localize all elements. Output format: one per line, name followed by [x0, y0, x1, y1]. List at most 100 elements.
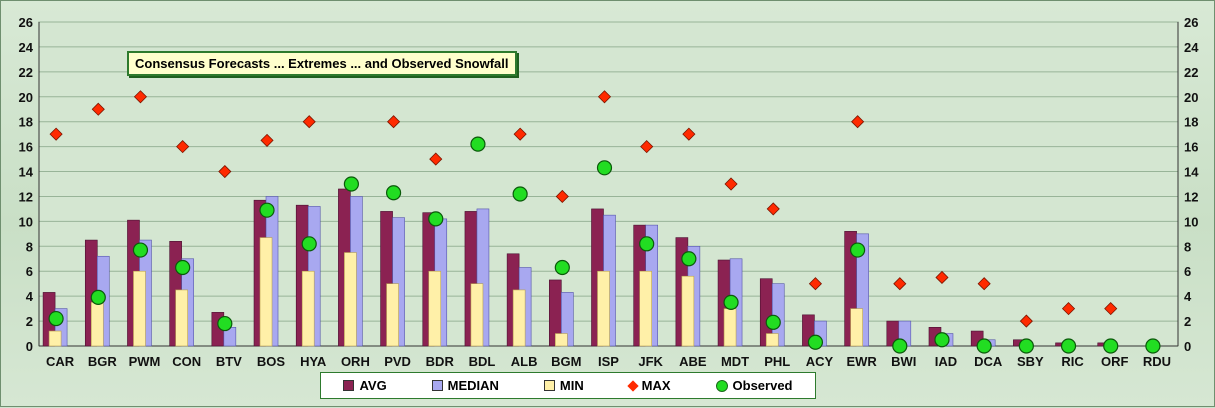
legend-swatch-min [543, 380, 555, 391]
point-observed-bwi [892, 338, 908, 354]
y-tick-label-left: 18 [19, 115, 33, 130]
point-max-jfk [640, 140, 654, 154]
legend-swatch-max [627, 379, 639, 392]
bar-min-orh [344, 252, 357, 347]
x-tick-label-pvd: PVD [384, 354, 411, 369]
x-tick-label-hya: HYA [300, 354, 327, 369]
y-tick-label-right: 10 [1184, 214, 1198, 229]
x-tick-label-abe: ABE [679, 354, 707, 369]
y-tick-label-left: 0 [26, 339, 33, 354]
x-tick-label-bwi: BWI [891, 354, 916, 369]
point-max-ewr [851, 115, 865, 129]
point-max-pvd [387, 115, 401, 129]
point-observed-hya [301, 236, 317, 252]
bar-min-isp [597, 270, 610, 347]
bar-min-phl [765, 333, 779, 347]
x-tick-label-acy: ACY [806, 354, 834, 369]
legend-swatch-avg [343, 380, 355, 391]
point-observed-alb [512, 186, 528, 202]
y-tick-label-right: 4 [1184, 289, 1192, 304]
y-tick-label-right: 24 [1184, 40, 1199, 55]
point-observed-pwm [132, 242, 149, 258]
point-observed-acy [807, 334, 824, 350]
bar-min-ewr [850, 308, 863, 347]
y-tick-label-right: 0 [1184, 339, 1191, 354]
x-tick-label-dca: DCA [974, 354, 1003, 369]
x-tick-label-btv: BTV [216, 354, 242, 369]
point-observed-ric [1060, 338, 1077, 354]
y-tick-label-right: 18 [1184, 115, 1198, 130]
point-max-sby [1019, 314, 1033, 328]
y-tick-label-left: 4 [26, 289, 34, 304]
x-tick-label-bos: BOS [257, 354, 286, 369]
chart-title: Consensus Forecasts ... Extremes ... and… [127, 51, 517, 76]
x-tick-label-con: CON [172, 354, 201, 369]
y-tick-label-left: 22 [19, 65, 33, 80]
point-max-con [176, 140, 190, 154]
x-tick-label-bdl: BDL [469, 354, 496, 369]
y-tick-label-left: 10 [19, 214, 33, 229]
point-max-bgm [555, 189, 569, 204]
point-max-abe [682, 127, 696, 141]
legend-item-avg: AVG [343, 378, 387, 393]
y-tick-label-right: 12 [1184, 189, 1198, 204]
y-tick-label-left: 8 [26, 239, 33, 254]
x-tick-label-phl: PHL [764, 354, 790, 369]
legend-item-min: MIN [543, 378, 584, 393]
bar-min-mdt [723, 308, 737, 347]
y-tick-label-right: 22 [1184, 65, 1198, 80]
y-tick-label-right: 2 [1184, 314, 1191, 329]
y-tick-label-left: 12 [19, 189, 33, 204]
point-observed-pvd [385, 185, 402, 201]
point-observed-mdt [723, 294, 739, 310]
point-observed-bdl [470, 136, 486, 152]
chart-legend: AVG MEDIAN MIN MAX Observed [320, 372, 816, 399]
bar-min-pwm [133, 270, 146, 347]
bar-min-bos [259, 237, 273, 347]
y-tick-label-left: 16 [19, 140, 33, 155]
x-tick-label-sby: SBY [1017, 354, 1044, 369]
legend-label-observed: Observed [732, 378, 793, 393]
point-observed-bos [259, 202, 275, 218]
x-tick-label-orf: ORF [1101, 354, 1129, 369]
point-max-ric [1061, 302, 1076, 316]
point-observed-con [175, 259, 191, 276]
point-max-car [49, 127, 63, 141]
point-observed-ewr [850, 242, 866, 258]
y-tick-label-left: 2 [26, 314, 33, 329]
point-observed-bdr [428, 211, 444, 227]
point-observed-btv [217, 315, 233, 332]
y-tick-label-right: 14 [1184, 165, 1199, 180]
x-tick-label-bdr: BDR [426, 354, 455, 369]
point-observed-rdu [1145, 338, 1161, 354]
legend-item-observed: Observed [715, 378, 793, 393]
x-tick-label-car: CAR [46, 354, 75, 369]
legend-label-min: MIN [559, 378, 584, 393]
point-max-phl [766, 202, 780, 216]
legend-label-median: MEDIAN [447, 378, 499, 393]
point-max-bdr [429, 152, 443, 166]
bar-min-bdl [470, 283, 484, 347]
point-observed-sby [1018, 338, 1034, 354]
bar-min-hya [301, 270, 315, 347]
y-tick-label-right: 8 [1184, 239, 1191, 254]
bar-min-jfk [639, 270, 652, 347]
point-max-bwi [893, 277, 907, 291]
point-observed-orh [343, 176, 359, 192]
bar-min-alb [512, 289, 526, 347]
x-tick-label-iad: IAD [935, 354, 957, 369]
x-tick-label-rdu: RDU [1143, 354, 1171, 369]
x-tick-label-ric: RIC [1061, 354, 1084, 369]
point-max-hya [302, 115, 316, 129]
bar-min-abe [681, 275, 695, 347]
y-tick-label-right: 20 [1184, 90, 1198, 105]
point-max-bos [260, 133, 274, 147]
point-max-bgr [91, 102, 105, 116]
point-max-mdt [724, 177, 738, 191]
point-observed-abe [681, 251, 697, 267]
legend-item-median: MEDIAN [431, 378, 499, 393]
point-observed-dca [976, 338, 992, 354]
point-observed-bgm [554, 259, 570, 276]
